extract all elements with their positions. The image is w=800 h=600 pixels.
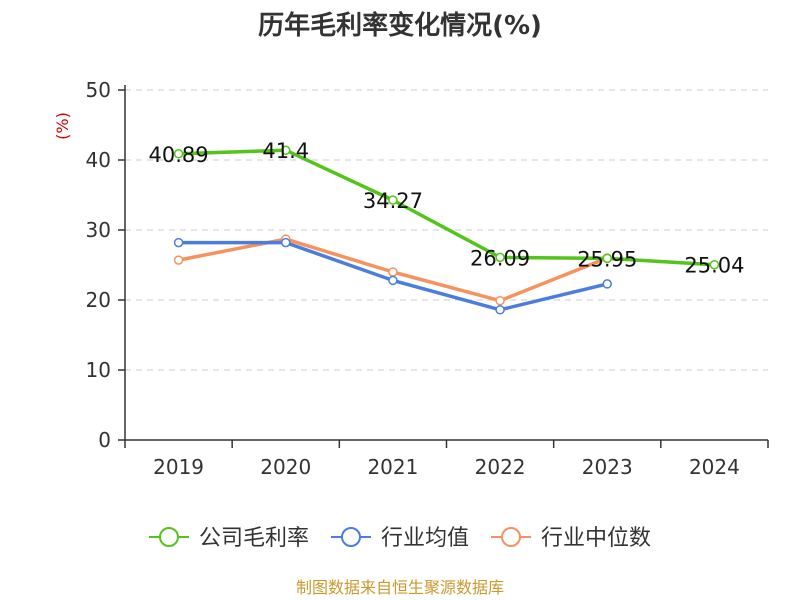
y-tick-label: 30 — [86, 218, 111, 242]
data-point — [281, 145, 291, 155]
data-point — [602, 279, 612, 289]
data-label: 25.95 — [577, 247, 637, 271]
y-tick-label: 0 — [98, 428, 111, 452]
chart-title: 历年毛利率变化情况(%) — [258, 10, 542, 41]
axes: 0 10 20 30 40 50 2019 2020 2021 2022 2023 2024 — [86, 78, 769, 479]
legend-item: 行业均值 — [330, 526, 469, 551]
x-tick-label: 2024 — [689, 455, 740, 479]
data-label: 25.04 — [684, 254, 744, 278]
data-label: 34.27 — [363, 189, 423, 213]
y-tick-label: 10 — [86, 358, 111, 382]
x-tick-label: 2020 — [260, 455, 311, 479]
data-point — [495, 295, 505, 306]
data-point — [388, 195, 398, 205]
data-point — [281, 237, 291, 248]
data-label: 26.09 — [470, 246, 530, 270]
data-label: 40.89 — [149, 143, 209, 167]
source-note: 制图数据来自恒生聚源数据库 — [296, 578, 504, 597]
x-tick-label: 2022 — [475, 455, 526, 479]
plot-area — [173, 145, 720, 315]
data-point — [709, 259, 720, 270]
legend-item: 行业中位数 — [491, 526, 651, 551]
series-line-0 — [176, 148, 717, 267]
data-point — [388, 275, 398, 286]
data-labels: 40.89 41.4 34.27 26.09 25.95 25.04 — [149, 139, 745, 278]
legend-marker — [158, 527, 179, 547]
y-axis-label: (%) — [53, 112, 72, 140]
legend-item: 公司毛利率 — [148, 526, 309, 551]
legend-marker — [501, 527, 522, 547]
x-tick-label: 2021 — [367, 455, 418, 479]
data-point — [173, 149, 184, 159]
data-point — [495, 252, 505, 263]
x-tick-label: 2023 — [582, 455, 633, 479]
y-tick-label: 20 — [86, 288, 111, 312]
legend-label: 行业中位数 — [541, 526, 651, 551]
data-point — [602, 253, 612, 264]
legend-marker — [340, 527, 361, 547]
y-tick-label: 40 — [86, 148, 111, 172]
legend-label: 公司毛利率 — [199, 526, 309, 551]
data-label: 41.4 — [262, 139, 309, 163]
x-tick-label: 2019 — [153, 455, 204, 479]
legend-label: 行业均值 — [381, 526, 469, 551]
data-point — [388, 267, 398, 277]
y-tick-label: 50 — [86, 78, 111, 102]
data-point — [173, 237, 184, 248]
legend: 公司毛利率 行业均值 行业中位数 — [148, 526, 651, 551]
data-point — [173, 255, 184, 265]
data-point — [495, 305, 505, 315]
